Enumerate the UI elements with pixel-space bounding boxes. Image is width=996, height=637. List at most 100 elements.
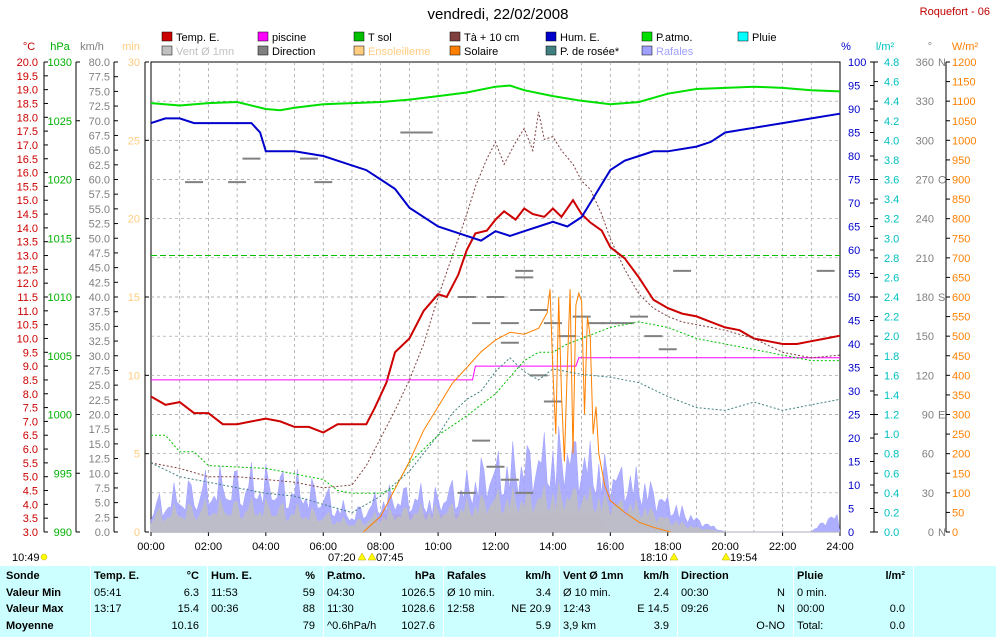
stats-min-label: Ø 10 min. [563, 587, 611, 599]
wind-axis-tick-label: 37.5 [89, 307, 110, 319]
solar-axis-tick-label: 950 [952, 155, 970, 167]
x-tick-label: 24:00 [826, 541, 854, 553]
solar-axis-tick-label: 250 [952, 429, 970, 441]
direction-tick-label: 120 [916, 370, 934, 382]
sunset2-label: 19:54 [730, 552, 758, 564]
stats-max-label: 09:26 [681, 603, 709, 615]
solar-axis-tick-label: 1000 [952, 135, 976, 147]
stats-unit: °C [186, 570, 199, 582]
wind-axis-tick-label: 62.5 [89, 160, 110, 172]
stats-min-label: 0 min. [797, 587, 827, 599]
stats-max-value: NE 20.9 [511, 603, 551, 615]
solar-axis-tick-label: 550 [952, 312, 970, 324]
series-solaire [363, 289, 671, 533]
direction-tick-label: 30 [922, 488, 934, 500]
solar-axis-tick-label: 1150 [952, 77, 976, 89]
wind-axis-tick-label: 45.0 [89, 263, 110, 275]
series-temp-e- [150, 198, 841, 434]
solar-axis-tick-label: 150 [952, 468, 970, 480]
stats-head: Hum. E. [211, 570, 252, 582]
solar-axis-tick-label: 850 [952, 194, 970, 206]
chart-title: vendredi, 22/02/2008 [427, 6, 569, 23]
temp-axis-tick-label: 16.5 [17, 154, 38, 166]
solar-axis-tick-label: 800 [952, 214, 970, 226]
stats-avg-value: 3.9 [653, 620, 669, 632]
sun-icon [367, 552, 377, 561]
legend-label: Temp. E. [176, 32, 219, 44]
direction-tick-label: 360 [916, 57, 934, 69]
solar-axis-tick-label: 500 [952, 331, 970, 343]
temp-axis-tick-label: 19.5 [17, 71, 38, 83]
rain-axis-tick-label: 4.0 [884, 135, 899, 147]
solar-axis-tick-label: 450 [952, 351, 970, 363]
series-p-atmo- [150, 84, 841, 112]
axis-unit-label: °C [23, 41, 35, 53]
minutes-axis-tick-label: 15 [128, 292, 140, 304]
x-tick-label: 12:00 [482, 541, 510, 553]
solar-axis-tick-label: 750 [952, 233, 970, 245]
x-tick-label: 16:00 [597, 541, 625, 553]
temp-axis-tick-label: 18.5 [17, 98, 38, 110]
stats-row-label: Moyenne [6, 620, 54, 632]
temp-axis-tick-label: 11.5 [17, 292, 38, 304]
temp-axis-tick-label: 16.0 [17, 168, 38, 180]
legend-swatch [449, 45, 461, 56]
temp-axis-tick-label: 15.5 [17, 181, 38, 193]
humidity-axis-tick-label: 95 [848, 81, 860, 93]
solar-axis-tick-label: 100 [952, 488, 970, 500]
legend-label: Pluie [752, 32, 776, 44]
stats-head: P.atmo. [327, 570, 366, 582]
axis-unit-label: W/m² [952, 41, 979, 53]
stats-table: Sonde Valeur Min Valeur Max Moyenne Temp… [0, 566, 996, 637]
moonrise-label: 10:49 [12, 552, 40, 564]
stats-block: Direction 00:30 N 09:26 N O-NO [677, 566, 794, 637]
stats-row-label: Sonde [6, 570, 40, 582]
legend-label: Vent Ø 1mn [176, 46, 234, 58]
stats-min-value: 59 [302, 587, 315, 599]
x-tick-label: 08:00 [367, 541, 395, 553]
temp-axis-tick-label: 12.5 [17, 264, 38, 276]
temp-axis-tick-label: 6.0 [23, 444, 38, 456]
humidity-axis-tick-label: 20 [848, 433, 860, 445]
stats-max-value: 1028.6 [401, 603, 435, 615]
x-tick-label: 04:00 [252, 541, 280, 553]
direction-tick-label: 300 [916, 135, 934, 147]
stats-block: Rafales km/h Ø 10 min. 3.4 12:58 NE 20.9 5.9 [443, 566, 560, 637]
solar-axis-tick-label: 200 [952, 449, 970, 461]
solar-axis-tick-label: 1200 [952, 57, 976, 69]
wind-axis-tick-label: 22.5 [89, 395, 110, 407]
wind-axis-tick-label: 77.5 [89, 72, 110, 84]
stats-unit: hPa [414, 570, 435, 582]
direction-tick-label: 270 [916, 175, 934, 187]
temp-axis-tick-label: 7.0 [23, 416, 38, 428]
stats-min-value: 3.4 [535, 587, 551, 599]
direction-tick-label: 210 [916, 253, 934, 265]
temp-axis-tick-label: 19.0 [17, 85, 38, 97]
stats-unit: l/m² [885, 570, 905, 582]
stats-block: Vent Ø 1mn km/h Ø 10 min. 2.4 12:43 E 14.5 3,9… [559, 566, 678, 637]
sun-icon [721, 552, 731, 561]
wind-axis-tick-label: 72.5 [89, 101, 110, 113]
x-tick-label: 02:00 [195, 541, 223, 553]
axis-unit-label: % [841, 41, 851, 53]
temp-axis-tick-label: 3.5 [23, 513, 38, 525]
vent-series [150, 482, 840, 533]
stats-min-label: 04:30 [327, 587, 355, 599]
temp-axis-tick-label: 14.5 [17, 209, 38, 221]
solar-axis-tick-label: 700 [952, 253, 970, 265]
humidity-axis-tick-label: 80 [848, 151, 860, 163]
stats-max-label: 12:43 [563, 603, 591, 615]
sunrise2-label: 07:45 [376, 552, 404, 564]
stats-avg-value: 5.9 [535, 620, 551, 632]
x-tick-label: 22:00 [769, 541, 797, 553]
temp-axis-tick-label: 5.0 [23, 472, 38, 484]
solar-axis-tick-label: 0 [952, 527, 958, 539]
direction-letter-label: E [938, 410, 945, 422]
rain-axis-tick-label: 2.6 [884, 272, 899, 284]
direction-tick-label: 240 [916, 214, 934, 226]
pressure-axis-tick-label: 1000 [48, 410, 72, 422]
wind-axis-tick-label: 60.0 [89, 175, 110, 187]
rain-axis-tick-label: 2.2 [884, 312, 899, 324]
legend-label: P.atmo. [656, 32, 693, 44]
stats-avg-label: 3,9 km [563, 620, 597, 632]
